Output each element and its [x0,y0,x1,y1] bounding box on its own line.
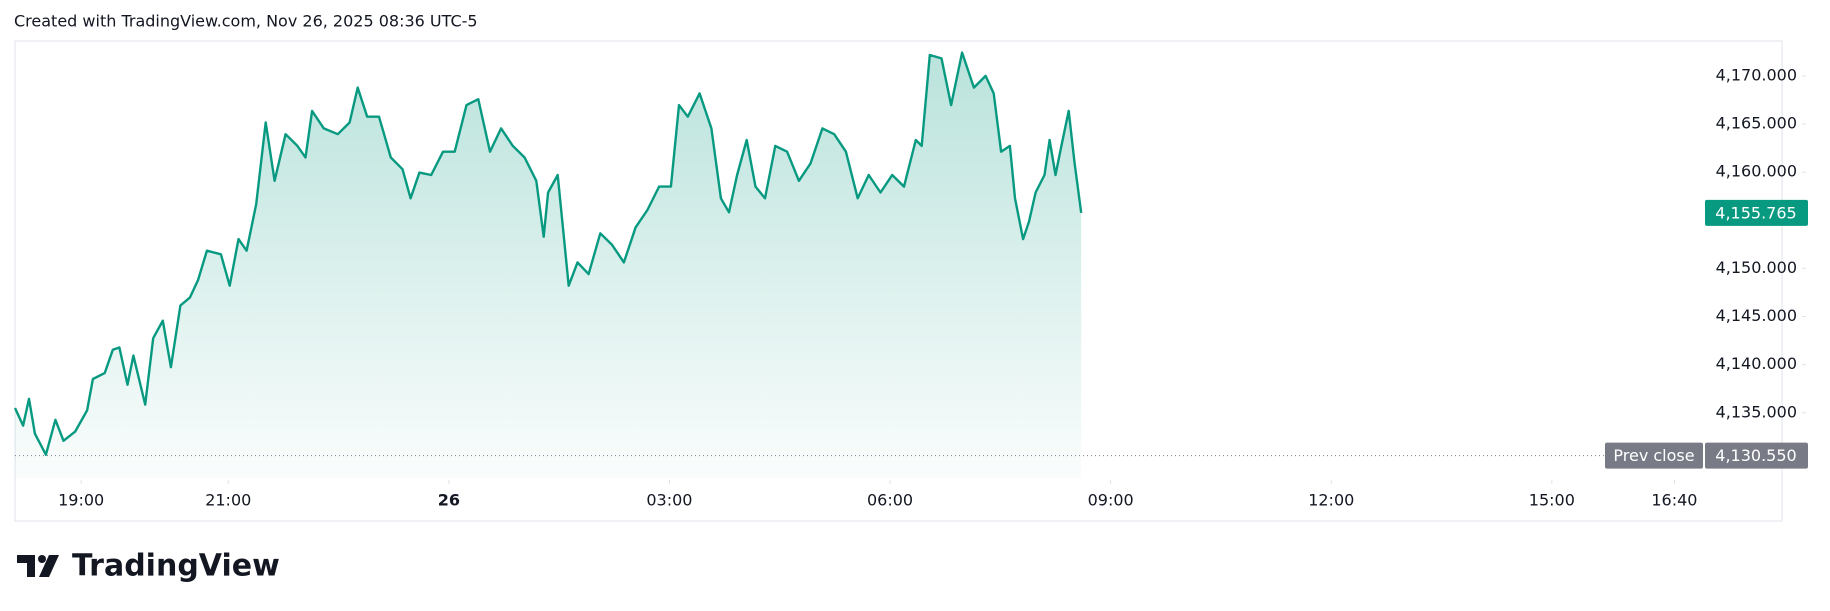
prev-close-badge [1705,442,1808,469]
area [15,52,1082,478]
line [13,51,1083,456]
last-price-label: 4,155.765 [1715,203,1796,222]
y-tick-label: 4,135.000 [1716,402,1797,421]
last-price-badge [1705,199,1808,226]
x-tick-label: 03:00 [646,491,692,510]
prev-close-label: Prev close [1613,446,1694,465]
x-tick-label: 15:00 [1529,491,1575,510]
x-tick-label: 26 [438,491,460,510]
y-tick-label: 4,150.000 [1716,258,1797,277]
x-tick-label: 12:00 [1308,491,1354,510]
y-tick-label: 4,140.000 [1716,354,1797,373]
prev-close-tag [1605,442,1703,469]
y-tick-label: 4,170.000 [1716,65,1797,84]
pane [14,40,1783,522]
x-tick-label: 19:00 [58,491,104,510]
logo-mark [17,555,59,577]
logo: TradingView [72,549,280,584]
prev-close-value: 4,130.550 [1715,446,1796,465]
x-tick-label: 06:00 [867,491,913,510]
y-tick-label: 4,165.000 [1716,114,1797,133]
y-tick-label: 4,145.000 [1716,306,1797,325]
x-tick-label: 09:00 [1088,491,1134,510]
x-tick-label: 21:00 [205,491,251,510]
x-tick-label: 16:40 [1651,491,1697,510]
y-tick-label: 4,160.000 [1716,162,1797,181]
header: Created with TradingView.com, Nov 26, 20… [14,12,478,31]
